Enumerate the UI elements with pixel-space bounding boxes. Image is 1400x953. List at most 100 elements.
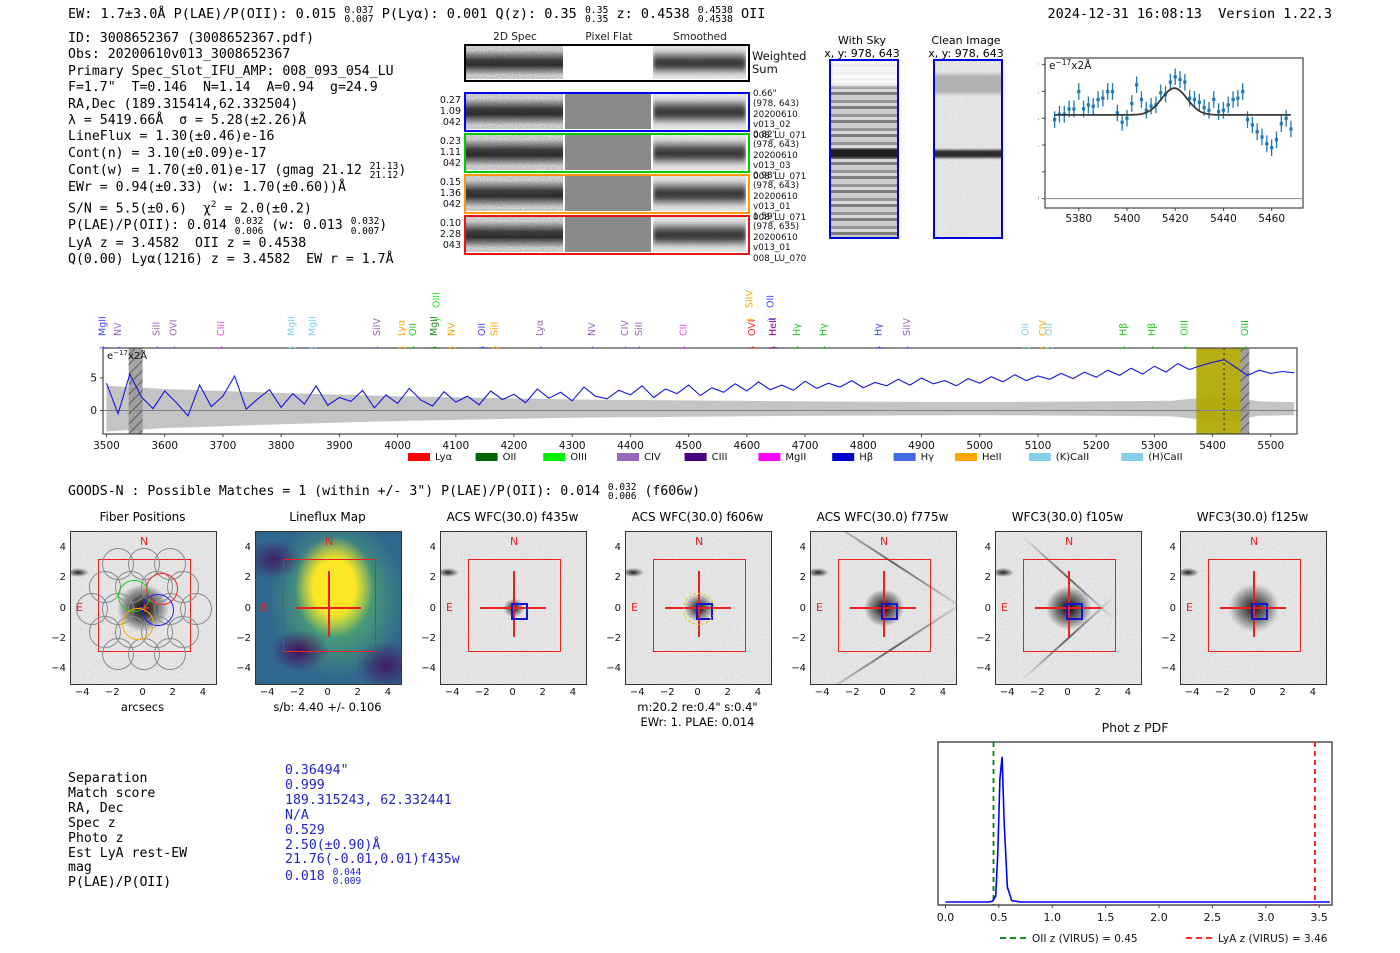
- spec2d-row-4: [464, 215, 750, 255]
- spectrum-legend-Lyα: Lyα: [435, 452, 453, 462]
- svg-text:}: }: [409, 345, 418, 350]
- y-tick: −2: [791, 632, 806, 644]
- clean-image-texture: [935, 61, 1001, 237]
- spectrum-line-marker-OII: OII: [477, 323, 488, 336]
- y-tick: 4: [614, 542, 621, 554]
- x-tick: −4: [259, 687, 275, 698]
- x-tick: 0: [1249, 687, 1256, 698]
- x-tick: −4: [999, 687, 1015, 698]
- cutout-panel-7: WFC3(30.0) f125w N E −4 −4 −2 −2 0 0 2 2 4 4: [1160, 510, 1345, 730]
- svg-text:}: }: [793, 345, 802, 350]
- compass-east: E: [1001, 601, 1008, 614]
- spectrum-line-marker-Hγ: Hγ: [873, 323, 884, 336]
- match-value-1: 0.36494": [285, 763, 349, 778]
- svg-text:}: }: [746, 317, 755, 322]
- info-line-9: Cont(w) = 1.70(±0.01)e-17 (gmag 21.12 21…: [68, 161, 407, 182]
- svg-text:4000: 4000: [384, 440, 411, 452]
- svg-text:1.0: 1.0: [1043, 911, 1061, 924]
- x-tick: 4: [199, 687, 207, 698]
- svg-text:}: }: [769, 345, 778, 350]
- aperture-box: [1251, 603, 1268, 620]
- svg-text:5200: 5200: [1083, 440, 1110, 452]
- match-values-column: 0.36494" 0.999 189.315243, 62.332441 N/A 0.5…: [285, 763, 460, 888]
- spectrum-line-marker-MgII: MgII: [97, 316, 108, 336]
- aperture-box: [881, 603, 898, 620]
- y-tick: 0: [614, 602, 621, 614]
- x-tick: −4: [74, 687, 90, 698]
- smoothed-image: [653, 217, 746, 252]
- svg-text:5380: 5380: [1065, 213, 1092, 225]
- spectrum-line-marker-OII: OII: [1021, 323, 1032, 336]
- spec2d-row-left-labels: 0.27 1.09 042: [439, 95, 461, 128]
- smoothed-image: [653, 176, 746, 211]
- spec2d-image: [466, 176, 563, 211]
- extraction-box: [468, 559, 561, 652]
- match-value-5: 0.529: [285, 822, 325, 838]
- x-tick: 4: [384, 687, 392, 698]
- spec2d-row-right-labels: 1.59" (978, 635) 20200610 v013_01 008_LU_070: [753, 212, 807, 264]
- y-tick: −4: [421, 662, 436, 674]
- spectrum-legend-MgII: MgII: [785, 452, 806, 462]
- y-tick: −4: [1161, 662, 1176, 674]
- info-line-5: RA,Dec (189.315414,62.332504): [68, 96, 299, 112]
- svg-text:4700: 4700: [792, 440, 819, 452]
- line-fit-plot: 0 2 4 6 8 10 5380 5400 5420 5440 5460 e−17x2Å: [1038, 57, 1304, 225]
- spectrum-line-marker-MgII: MgII: [429, 316, 440, 336]
- spectrum-legend-HeII: HeII: [982, 452, 1002, 462]
- x-tick: 4: [1309, 687, 1317, 698]
- info-line-14: Q(0.00) Lyα(1216) z = 3.4582 EW r = 1.7Å: [68, 251, 394, 267]
- cutout-image: N E: [995, 531, 1142, 685]
- svg-text:}: }: [621, 345, 630, 350]
- x-tick: 2: [354, 687, 361, 698]
- info-line-7: LineFlux = 1.30(±0.46)e-16: [68, 129, 275, 145]
- info-line-1: ID: 3008652367 (3008652367.pdf): [68, 31, 315, 46]
- y-tick: 4: [244, 542, 251, 554]
- cutout-title: WFC3(30.0) f105w: [1011, 510, 1124, 524]
- spec2d-row-left-labels: 0.23 1.11 042: [439, 136, 461, 169]
- spec2d-row-weighted: [464, 44, 750, 82]
- svg-text:3.5: 3.5: [1310, 911, 1328, 924]
- info-line-3: Primary Spec_Slot_IFU_AMP: 008_093_054_L…: [68, 63, 394, 79]
- x-tick: −2: [1214, 687, 1230, 698]
- cutout-sublabel: EWr: 1. PLAE: 0.014: [640, 715, 755, 729]
- match-value-8: 0.018 0.044 0.009: [285, 867, 362, 888]
- svg-text:}: }: [398, 345, 407, 350]
- svg-text:}: }: [1119, 345, 1128, 350]
- spec2d-row-3: [464, 174, 750, 214]
- svg-text:4300: 4300: [559, 440, 586, 452]
- matched-aperture-circle: [683, 593, 715, 625]
- info-line-4: F=1.7" T=0.146 N=1.14 A=0.94 g=24.9: [68, 80, 378, 96]
- svg-text:}: }: [1181, 345, 1190, 350]
- cutout-sublabel: s/b: 4.40 +/- 0.106: [273, 700, 382, 714]
- pixel-flat-image: [565, 94, 651, 129]
- info-line-8: Cont(n) = 3.10(±0.09)e-17: [68, 145, 267, 161]
- spec2d-image: [466, 217, 563, 252]
- x-tick: −4: [1184, 687, 1200, 698]
- info-line-11: S/N = 5.5(±0.6) χ2 = 2.0(±0.2): [68, 198, 312, 217]
- match-label-2: Match score: [68, 785, 156, 801]
- with-sky-image: [829, 59, 899, 239]
- svg-text:}: }: [679, 345, 688, 350]
- svg-text:}: }: [903, 345, 912, 350]
- spectrum-legend-(K)CaII: (K)CaII: [1056, 452, 1089, 462]
- cutout-image: N E: [70, 531, 217, 685]
- field-object: [1181, 568, 1199, 577]
- extraction-box: [1023, 559, 1116, 652]
- svg-text:}: }: [767, 317, 776, 322]
- match-label-4: Spec z: [68, 815, 116, 831]
- y-tick: 2: [1169, 572, 1176, 584]
- field-object: [441, 568, 459, 577]
- y-tick: 4: [799, 542, 806, 554]
- photz-legend-item: LyA z (VIRUS) = 3.46: [1218, 933, 1328, 945]
- phot-z-pdf-plot: Phot z PDF 0.0 0.5 1.0 1.5 2.0 2.5 3.0 3.5 OII z …: [937, 720, 1333, 945]
- y-tick: 4: [59, 542, 66, 554]
- svg-text:}: }: [748, 345, 757, 350]
- smoothed-image: [653, 94, 746, 129]
- spectrum-line-marker-Hβ: Hβ: [1147, 323, 1158, 336]
- svg-text:4600: 4600: [733, 440, 760, 452]
- info-line-6: λ = 5419.66Å σ = 5.28(±2.26)Å: [68, 113, 307, 129]
- detection-info-block: ID: 3008652367 (3008652367.pdf) Obs: 2020…: [68, 31, 406, 268]
- cutout-image: N E: [810, 531, 957, 685]
- clean-image-title: Clean Image x, y: 978, 643: [928, 34, 1004, 60]
- extraction-box: [283, 559, 376, 652]
